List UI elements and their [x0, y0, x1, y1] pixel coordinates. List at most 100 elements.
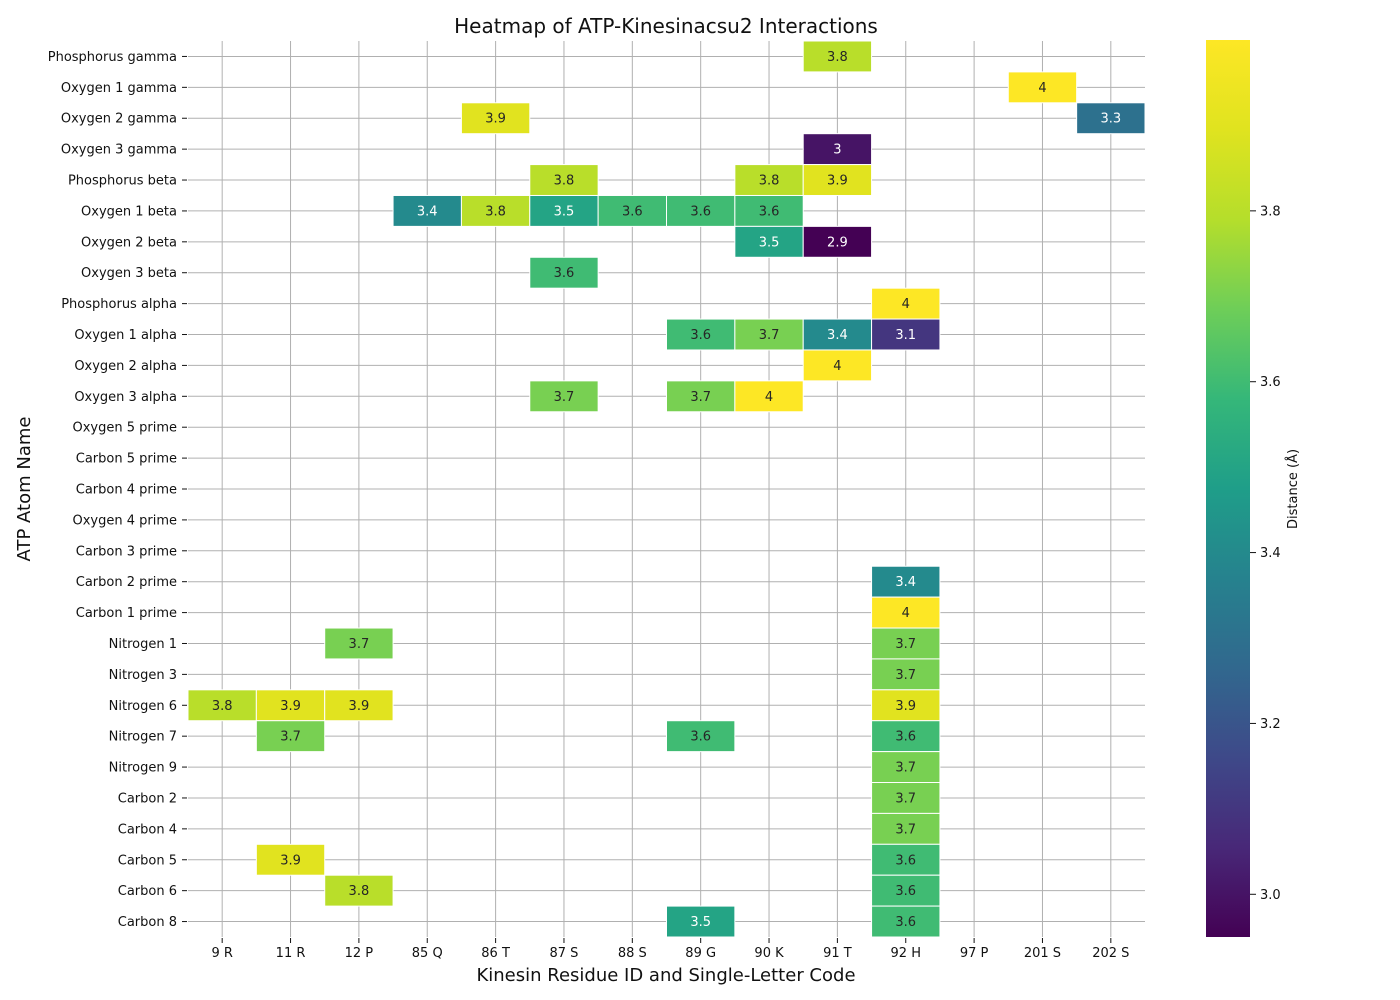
y-tick-label: Oxygen 2 gamma — [61, 112, 177, 127]
y-tick-label: Phosphorus alpha — [61, 297, 177, 312]
heatmap-cell — [802, 349, 873, 382]
heatmap-cell — [802, 40, 873, 73]
cell-value-label: 4 — [1038, 81, 1046, 96]
cell-value-label: 3.7 — [895, 822, 916, 837]
cell-value-label: 3.6 — [895, 884, 916, 899]
y-tick-label: Nitrogen 9 — [109, 761, 177, 776]
heatmap-cell — [871, 905, 941, 938]
x-tick-label: 11 R — [276, 946, 306, 961]
y-tick-label: Oxygen 2 alpha — [74, 359, 177, 374]
x-tick-label: 90 K — [754, 946, 784, 961]
x-tick-label: 201 S — [1024, 946, 1061, 961]
y-tick-label: Carbon 3 prime — [76, 544, 177, 559]
heatmap-cell — [1076, 102, 1146, 135]
heatmap-cell — [871, 658, 941, 691]
colorbar-tick-label: 3.4 — [1260, 546, 1281, 561]
grid-lines — [188, 41, 1145, 937]
cell-value-label: 3.6 — [690, 328, 711, 343]
y-tick-label: Oxygen 1 gamma — [61, 81, 177, 96]
heatmap-cell — [802, 133, 873, 166]
x-tick-label: 87 S — [549, 946, 578, 961]
cell-value-label: 3.8 — [827, 50, 848, 65]
y-tick-label: Carbon 5 prime — [76, 452, 177, 467]
heatmap-cell — [460, 102, 531, 135]
cell-value-label: 3.6 — [690, 204, 711, 219]
cell-value-label: 3.9 — [280, 699, 301, 714]
cell-value-label: 3.8 — [759, 174, 780, 189]
y-tick-label: Carbon 4 prime — [76, 483, 177, 498]
heatmap-cell — [255, 689, 326, 722]
heatmap-cell — [255, 720, 326, 753]
y-tick-label: Carbon 4 — [118, 822, 177, 837]
y-tick-label: Carbon 5 — [118, 853, 177, 868]
x-tick-label: 89 G — [685, 946, 716, 961]
y-tick-label: Nitrogen 6 — [109, 699, 177, 714]
cell-value-label: 4 — [902, 606, 910, 621]
heatmap-cell — [666, 318, 736, 351]
colorbar-tick-label: 3.8 — [1260, 204, 1281, 219]
cell-value-label: 3.6 — [895, 853, 916, 868]
cell-value-label: 3.6 — [895, 915, 916, 930]
heatmap-cell — [460, 194, 531, 227]
heatmap-cell — [666, 720, 736, 753]
x-tick-label: 92 H — [891, 946, 921, 961]
y-tick-label: Oxygen 1 alpha — [74, 328, 177, 343]
cell-value-label: 3.9 — [349, 699, 370, 714]
heatmap-cell — [529, 194, 599, 227]
cell-value-label: 3.8 — [212, 699, 233, 714]
cell-value-label: 3.7 — [280, 730, 301, 745]
cell-value-label: 3.8 — [554, 174, 575, 189]
cell-value-label: 3.7 — [349, 637, 370, 652]
cell-value-label: 3.6 — [622, 204, 643, 219]
colorbar — [1206, 40, 1250, 937]
y-tick-label: Oxygen 2 beta — [81, 235, 177, 250]
cell-value-label: 3.1 — [895, 328, 916, 343]
cell-value-label: 3.6 — [554, 266, 575, 281]
cell-value-label: 3.6 — [895, 730, 916, 745]
y-tick-label: Nitrogen 3 — [109, 668, 177, 683]
cell-value-label: 4 — [765, 390, 773, 405]
heatmap-cell — [734, 380, 804, 413]
heatmap-cell — [255, 843, 326, 876]
y-tick-label: Nitrogen 1 — [109, 637, 177, 652]
cell-value-label: 3.5 — [554, 204, 575, 219]
cell-value-label: 3.9 — [280, 853, 301, 868]
y-tick-label: Oxygen 3 gamma — [61, 143, 177, 158]
heatmap-cell — [666, 905, 736, 938]
y-tick-label: Carbon 1 prime — [76, 606, 177, 621]
heatmap-cell — [324, 689, 394, 722]
y-tick-label: Phosphorus beta — [68, 174, 177, 189]
y-tick-label: Oxygen 5 prime — [72, 421, 177, 436]
y-tick-label: Carbon 6 — [118, 884, 177, 899]
x-tick-label: 86 T — [481, 946, 510, 961]
cell-value-label: 3.5 — [759, 235, 780, 250]
x-tick-label: 97 P — [960, 946, 989, 961]
cell-value-label: 3.3 — [1100, 112, 1121, 127]
heatmap-cell — [734, 225, 804, 258]
heatmap-cell — [871, 720, 941, 753]
heatmap-cell — [802, 225, 873, 258]
y-tick-label: Oxygen 3 alpha — [74, 390, 177, 405]
heatmap-cell — [666, 194, 736, 227]
cell-value-label: 3.6 — [690, 730, 711, 745]
y-tick-label: Oxygen 1 beta — [81, 204, 177, 219]
x-tick-label: 85 Q — [412, 946, 443, 961]
heatmap-cell — [871, 874, 941, 907]
y-tick-label: Nitrogen 7 — [109, 730, 177, 745]
heatmap-cell — [802, 164, 873, 196]
y-axis-ticks: Phosphorus gamma Oxygen 1 gamma Oxygen 2 g… — [48, 50, 187, 930]
colorbar-tick-label: 3.6 — [1260, 375, 1281, 390]
cell-value-label: 3.7 — [895, 668, 916, 683]
x-tick-label: 12 P — [345, 946, 374, 961]
cell-value-label: 4 — [902, 297, 910, 312]
colorbar-tick-label: 3.2 — [1260, 717, 1281, 732]
cell-value-label: 3 — [833, 143, 841, 158]
cell-value-label: 3.8 — [485, 204, 506, 219]
heatmap-cell — [871, 812, 941, 845]
heatmap-cell — [871, 689, 941, 722]
y-tick-label: Phosphorus gamma — [48, 50, 177, 65]
y-tick-label: Carbon 2 prime — [76, 575, 177, 590]
x-tick-label: 9 R — [211, 946, 232, 961]
heatmap-cell — [597, 194, 668, 227]
